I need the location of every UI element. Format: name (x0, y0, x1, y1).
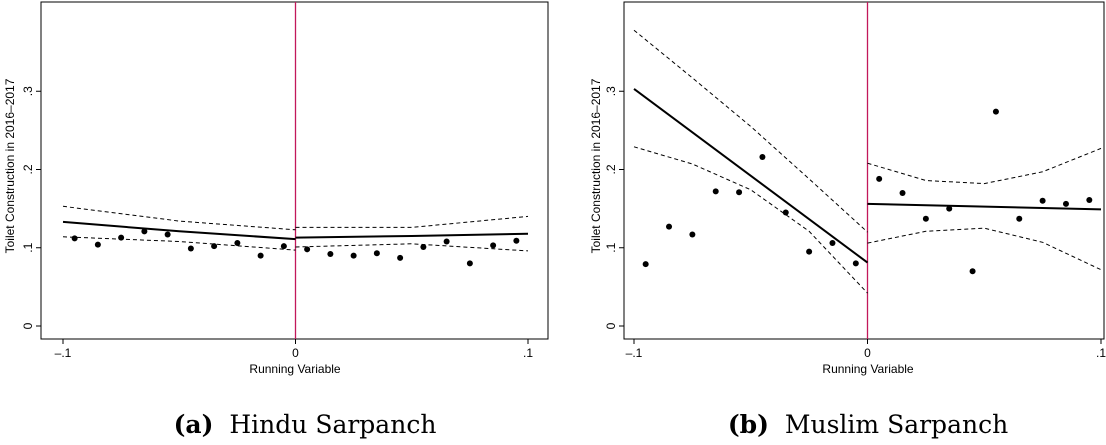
data-point (350, 252, 357, 259)
data-point (1016, 215, 1023, 222)
data-point (1062, 200, 1069, 207)
data-point (946, 205, 953, 212)
data-point (1039, 197, 1046, 204)
data-point (466, 260, 473, 267)
data-point (187, 245, 194, 252)
ci-upper-right (295, 215, 529, 228)
ci-lower-right (867, 227, 1102, 271)
data-point (94, 241, 101, 248)
x-tick-label: 0 (292, 346, 299, 360)
x-tick-label: 0 (864, 346, 871, 360)
y-tick-label: .1 (604, 242, 618, 252)
data-point (689, 231, 696, 238)
y-tick-label: .2 (604, 164, 618, 174)
fit-line-right (867, 202, 1102, 211)
data-point (899, 189, 906, 196)
data-point (443, 238, 450, 245)
data-point (164, 231, 171, 238)
data-point (118, 234, 125, 241)
data-point (829, 240, 836, 247)
y-axis-label: Toilet Construction in 2016–2017 (3, 78, 17, 253)
y-tick-label: .1 (21, 242, 35, 252)
data-point (782, 209, 789, 216)
data-point (969, 268, 976, 275)
panel-muslim-sarpanch: Toilet Construction in 2016–2017 Running… (589, 1, 1106, 439)
data-point (736, 189, 743, 196)
data-point (490, 242, 497, 249)
data-point (211, 243, 218, 250)
y-axis-label: Toilet Construction in 2016–2017 (589, 78, 603, 253)
plot-frame (623, 1, 1105, 340)
data-point (642, 261, 649, 268)
x-tick-label: .1 (523, 346, 533, 360)
caption-label: (b) (728, 410, 769, 439)
caption-text: Hindu Sarpanch (229, 410, 436, 439)
data-point (234, 240, 241, 247)
y-tick-label: 0 (21, 322, 35, 329)
x-axis-label: Running Variable (249, 362, 340, 376)
y-tick-label: .2 (21, 164, 35, 174)
caption-text: Muslim Sarpanch (785, 410, 1008, 439)
caption: (b) Muslim Sarpanch (728, 410, 1008, 439)
y-tick-label: .3 (604, 86, 618, 96)
fit-line-left (62, 220, 296, 241)
data-point (280, 243, 287, 250)
x-axis-label: Running Variable (822, 362, 913, 376)
panel-hindu-sarpanch: Toilet Construction in 2016–2017 Running… (3, 1, 549, 439)
data-point (666, 223, 673, 230)
ci-upper-left (633, 29, 868, 233)
data-point (397, 254, 404, 261)
y-tick-label: .3 (21, 86, 35, 96)
data-point (759, 153, 766, 160)
data-point (922, 215, 929, 222)
data-point (1086, 197, 1093, 204)
plot-frame (40, 1, 549, 340)
x-tick-label: .1 (1096, 346, 1106, 360)
caption: (a) Hindu Sarpanch (174, 410, 437, 439)
ci-lower-left (633, 146, 868, 294)
data-point (712, 188, 719, 195)
fit-line-right (295, 232, 529, 239)
data-point (806, 248, 813, 255)
y-tick-label: 0 (604, 322, 618, 329)
ci-upper-left (62, 205, 296, 231)
data-point (257, 252, 264, 259)
ci-lower-left (62, 236, 296, 251)
data-point (420, 243, 427, 250)
data-point (141, 228, 148, 235)
x-tick-label: –.1 (55, 346, 72, 360)
data-point (876, 175, 883, 182)
ci-upper-right (867, 147, 1102, 185)
data-point (852, 260, 859, 267)
data-point (71, 235, 78, 242)
data-point (992, 108, 999, 115)
fit-line-left (633, 88, 869, 264)
data-point (304, 246, 311, 253)
data-point (327, 251, 334, 258)
data-point (373, 250, 380, 257)
caption-label: (a) (174, 410, 214, 439)
x-tick-label: –.1 (626, 346, 643, 360)
data-point (513, 237, 520, 244)
ci-lower-right (295, 243, 529, 252)
